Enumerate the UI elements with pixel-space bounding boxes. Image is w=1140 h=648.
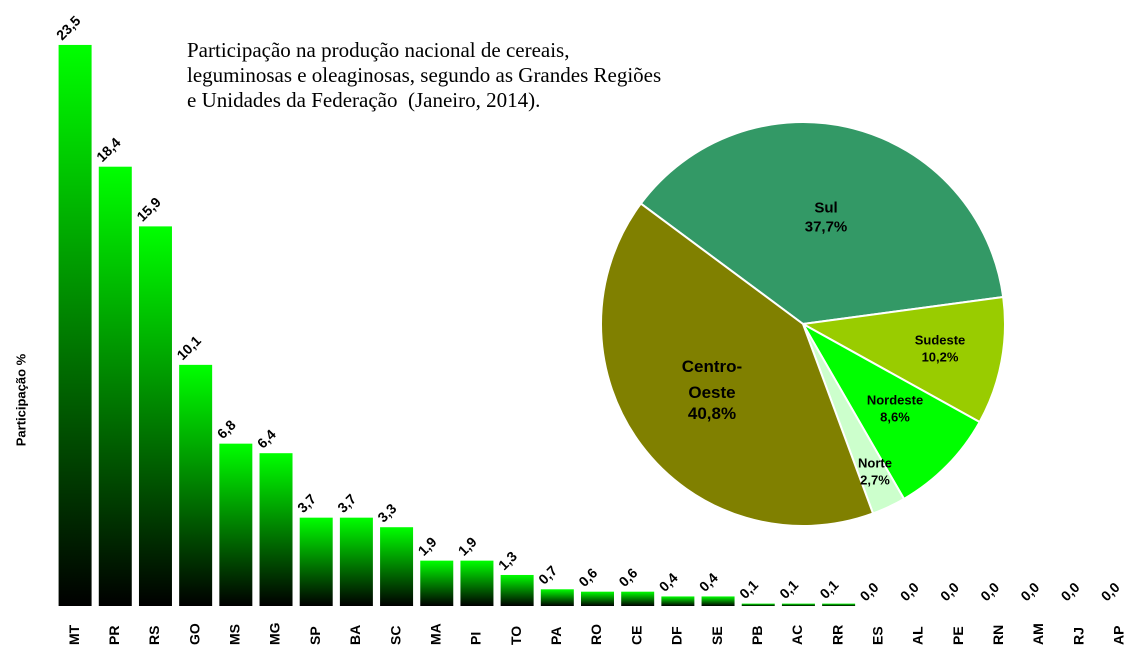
pie-slice [799,295,1006,424]
x-tick-label: RJ [1070,627,1086,645]
value-label: 0,1 [776,577,801,602]
x-tick-label: PE [950,626,966,645]
value-label: 3,3 [374,500,399,525]
pie-label: Sudeste [914,332,966,348]
chart-title: Participação na produção nacional de cer… [187,38,667,112]
value-label: 15,9 [133,194,164,225]
bar [500,574,534,606]
bar [98,166,132,606]
x-tick-label: CE [628,626,644,645]
x-tick-label: RR [829,625,845,645]
bar [58,44,92,606]
x-tick-label: MS [227,624,243,645]
pie-slice [800,321,981,501]
value-label: 6,8 [214,417,239,442]
pie-value-label: 37,7% [804,218,848,236]
x-tick-label: RS [146,626,162,645]
value-label: 10,1 [173,332,204,363]
pie-value-label: 8,6% [880,409,910,425]
x-tick-label: SC [387,626,403,645]
y-axis-label: Participação % [13,353,28,446]
value-label: 3,7 [334,491,359,516]
value-label: 0,1 [736,577,761,602]
value-label: 0,6 [615,565,640,590]
bar [339,517,373,606]
bar [420,560,454,606]
x-tick-label: ES [869,626,885,645]
value-label: 0,0 [897,579,922,604]
value-label: 0,0 [1098,579,1123,604]
value-label: 0,4 [696,569,721,594]
x-tick-label: BA [347,625,363,645]
x-tick-label: MA [427,623,443,645]
value-label: 0,0 [857,579,882,604]
value-label: 23,5 [53,12,84,43]
x-tick-label: MG [267,622,283,645]
x-tick-label: AM [1030,623,1046,645]
value-label: 1,9 [455,534,480,559]
pie-slice [600,202,875,527]
bar [822,603,856,606]
value-label: 0,7 [535,562,560,587]
pie-label: Centro-Oeste [681,357,743,402]
value-label: 1,9 [415,534,440,559]
x-tick-label: RN [990,625,1006,645]
pie-slice [639,121,1005,326]
x-tick-label: DF [669,626,685,645]
bar [460,560,494,606]
pie-value-label: 2,7% [860,472,890,488]
value-label: 3,7 [294,491,319,516]
bar [380,527,414,606]
x-tick-label: PB [749,626,765,645]
pie-value-label: 10,2% [921,349,959,365]
value-label: 0,0 [1017,579,1042,604]
bar [581,591,614,606]
bar [259,453,293,606]
bar [179,364,213,606]
x-tick-label: SE [709,626,725,645]
pie-label: Nordeste [866,392,924,408]
value-label: 1,3 [495,548,520,573]
x-tick-label: AL [910,626,926,645]
bar [299,517,333,606]
pie-label: Sul [814,199,838,217]
x-tick-label: PI [468,632,484,645]
x-tick-label: PA [548,627,564,645]
bar [781,603,815,606]
value-label: 0,6 [575,565,600,590]
x-tick-label: SP [307,626,323,645]
x-tick-label: MT [66,624,82,645]
value-label: 0,1 [816,577,841,602]
bar [540,589,574,606]
x-tick-label: GO [186,623,202,645]
bar [621,591,655,606]
value-label: 0,0 [977,579,1002,604]
bar [741,603,775,606]
x-tick-label: AC [789,625,805,645]
x-tick-label: AP [1111,626,1127,645]
bar [661,596,695,606]
x-tick-label: TO [508,626,524,645]
x-tick-label: PR [106,626,122,645]
bar [219,443,253,606]
bar [138,226,172,606]
pie-label: Norte [858,455,892,471]
x-tick-label: RO [588,624,604,645]
value-label: 0,0 [937,579,962,604]
value-label: 18,4 [93,134,124,165]
value-label: 0,0 [1058,579,1083,604]
value-label: 6,4 [254,426,279,451]
value-label: 0,4 [656,569,681,594]
bar [701,596,735,606]
pie-value-label: 40,8% [687,404,737,423]
